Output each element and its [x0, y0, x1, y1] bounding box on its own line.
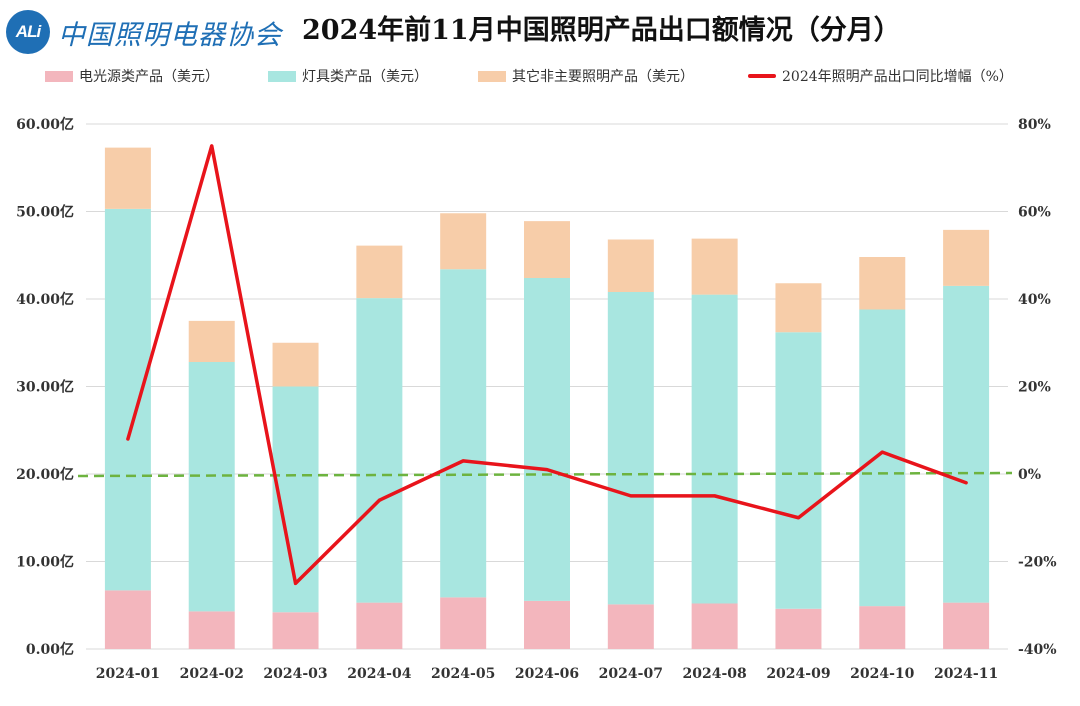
y-left-tick-label: 10.00亿: [16, 554, 74, 571]
growth-point: [545, 468, 549, 472]
y-right-tick-label: -40%: [1018, 642, 1057, 658]
chart-title: 2024年前11月中国照明产品出口额情况（分月）: [302, 15, 901, 46]
growth-point: [294, 581, 298, 585]
logo-badge: ALi: [6, 10, 50, 54]
legend-other: 其它非主要照明产品（美元）: [478, 66, 694, 86]
bar-segment-light-source: [356, 602, 403, 649]
growth-point: [461, 459, 465, 463]
y-right-tick-label: 40%: [1018, 292, 1051, 308]
growth-point: [880, 450, 884, 454]
bar-segment-light-source: [691, 603, 738, 649]
legend-label-growth: 2024年照明产品出口同比增幅（%）: [782, 69, 1013, 85]
growth-point: [377, 498, 381, 502]
growth-point: [964, 481, 968, 485]
x-tick-label: 2024-11: [934, 666, 998, 682]
logo-text: 中国照明电器协会: [58, 19, 282, 51]
bar-segment-light-source: [859, 606, 906, 649]
chart-header: ALi 中国照明电器协会 2024年前11月中国照明产品出口额情况（分月）: [0, 0, 1080, 60]
bar-segment-light-source: [272, 612, 319, 649]
bar-segment-other: [104, 147, 151, 209]
legend-growth: 2024年照明产品出口同比增幅（%）: [748, 66, 1013, 86]
growth-point: [796, 516, 800, 520]
legend-fixtures: 灯具类产品（美元）: [268, 66, 428, 86]
bar-segment-light-source: [104, 590, 151, 649]
bar-segment-other: [691, 238, 738, 295]
line-layer: [126, 144, 968, 586]
bar-segment-fixtures: [607, 292, 654, 605]
y-right-tick-label: 60%: [1018, 205, 1051, 221]
bar-segment-light-source: [524, 600, 570, 649]
x-tick-label: 2024-03: [263, 666, 327, 682]
legend-swatch-light-source: [45, 70, 73, 82]
bar-segment-fixtures: [775, 332, 822, 609]
bar-segment-other: [524, 221, 570, 278]
axis-layer: 0.00亿 10.00亿 20.00亿 30.00亿 40.00亿 50.00亿 60.00…: [16, 116, 1056, 682]
bar-segment-light-source: [188, 611, 235, 649]
y-left-tick-label: 60.00亿: [16, 116, 74, 133]
y-left-tick-label: 40.00亿: [16, 291, 74, 308]
bar-segment-other: [859, 257, 906, 310]
bar-segment-light-source: [440, 597, 487, 649]
y-left-tick-label: 30.00亿: [16, 379, 74, 396]
y-left-tick-label: 50.00亿: [16, 204, 74, 221]
y-left-tick-label: 0.00亿: [26, 641, 74, 658]
bar-segment-fixtures: [104, 208, 151, 591]
bar-segment-other: [356, 245, 403, 299]
legend-label-other: 其它非主要照明产品（美元）: [512, 69, 694, 85]
bar-segment-light-source: [775, 608, 822, 649]
x-tick-label: 2024-07: [599, 666, 663, 682]
x-tick-label: 2024-08: [683, 666, 747, 682]
bar-segment-light-source: [943, 602, 990, 649]
growth-point: [713, 494, 717, 498]
growth-point: [210, 144, 214, 148]
x-tick-label: 2024-05: [431, 666, 495, 682]
legend-swatch-growth: [748, 74, 776, 78]
bar-segment-fixtures: [188, 362, 235, 612]
x-tick-label: 2024-10: [850, 666, 915, 682]
bar-layer: [104, 147, 990, 649]
bar-segment-fixtures: [691, 294, 738, 604]
bar-segment-other: [607, 239, 654, 292]
bar-segment-fixtures: [524, 278, 570, 601]
y-right-tick-label: 80%: [1018, 117, 1051, 133]
legend-swatch-fixtures: [268, 70, 296, 82]
x-tick-label: 2024-01: [96, 666, 160, 682]
growth-point: [629, 494, 633, 498]
legend-label-light-source: 电光源类产品（美元）: [79, 69, 219, 85]
bar-segment-other: [775, 283, 822, 333]
bar-segment-other: [440, 213, 487, 270]
legend-swatch-other: [478, 70, 506, 82]
association-logo: ALi 中国照明电器协会: [6, 10, 282, 54]
bar-segment-fixtures: [943, 285, 990, 603]
x-tick-label: 2024-09: [766, 666, 830, 682]
bar-segment-other: [188, 320, 235, 362]
reference-layer: [77, 471, 1013, 478]
chart-legend: 电光源类产品（美元） 灯具类产品（美元） 其它非主要照明产品（美元） 2024年…: [0, 66, 1080, 96]
y-right-tick-label: 0%: [1018, 467, 1041, 483]
bar-segment-light-source: [607, 604, 654, 649]
y-right-tick-label: 20%: [1018, 380, 1051, 396]
x-tick-label: 2024-06: [515, 666, 579, 682]
bar-segment-other: [943, 229, 990, 286]
y-left-tick-label: 20.00亿: [16, 466, 74, 483]
legend-light-source: 电光源类产品（美元）: [45, 66, 219, 86]
x-tick-label: 2024-04: [347, 666, 412, 682]
bar-segment-fixtures: [440, 269, 487, 598]
legend-label-fixtures: 灯具类产品（美元）: [302, 69, 428, 85]
x-tick-label: 2024-02: [180, 666, 244, 682]
bar-segment-other: [272, 342, 319, 387]
zero-reference-line: [77, 471, 1013, 478]
y-right-tick-label: -20%: [1018, 555, 1057, 571]
bar-segment-fixtures: [356, 298, 403, 603]
growth-point: [126, 437, 130, 441]
